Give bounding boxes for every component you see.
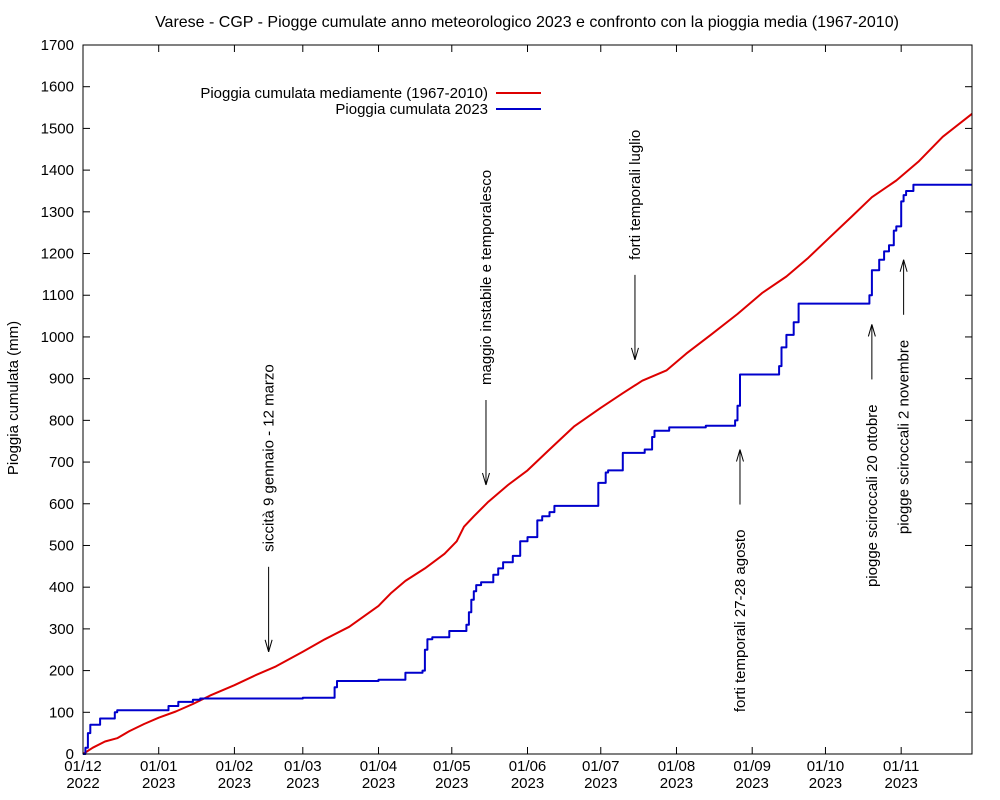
x-tick-label: 01/12: [64, 758, 102, 775]
x-tick-year-label: 2023: [142, 775, 175, 792]
x-tick-year-label: 2023: [584, 775, 617, 792]
plot-frame: [82, 44, 973, 755]
legend-label: Pioggia cumulata 2023: [335, 101, 488, 118]
axis-ticks: 0 100 200 300 400 500 600 700 800 900 1000 1100 1200…: [41, 37, 972, 792]
y-tick-label: 1600: [41, 79, 74, 96]
y-tick-label: 500: [49, 537, 74, 554]
x-tick-label: 01/11: [883, 758, 919, 775]
annotation-arrowhead: [871, 324, 876, 337]
y-tick-label: 1200: [41, 246, 74, 263]
y-tick-label: 1100: [42, 287, 74, 304]
y-tick-label: 900: [49, 371, 74, 388]
y-tick-label: 1300: [41, 204, 74, 221]
x-tick-label: 01/07: [582, 758, 620, 775]
y-tick-label: 0: [66, 746, 74, 763]
y-tick-label: 400: [49, 579, 74, 596]
x-tick-year-label: 2023: [660, 775, 693, 792]
annotations: siccità 9 gennaio - 12 marzo maggio insta…: [261, 130, 913, 712]
x-tick-year-label: 2023: [511, 775, 544, 792]
rainfall-2023-line: [83, 183, 972, 755]
annotation-label: piogge sciroccali 2 novembre: [896, 340, 913, 534]
annotation-arrowhead: [736, 449, 741, 462]
x-tick-label: 01/08: [658, 758, 696, 775]
x-tick-label: 01/10: [807, 758, 845, 775]
annotation-arrowhead: [739, 449, 744, 462]
y-tick-label: 300: [49, 621, 74, 638]
annotation-label: piogge sciroccali 20 ottobre: [864, 404, 881, 587]
x-tick-year-label: 2023: [286, 775, 319, 792]
y-tick-label: 200: [49, 663, 74, 680]
annotation-arrowhead: [634, 347, 639, 361]
annotation-label: forti temporali luglio: [627, 130, 644, 260]
y-tick-label: 1000: [41, 329, 74, 346]
series-lines: [82, 113, 973, 755]
annotation-label: maggio instabile e temporalesco: [478, 170, 495, 385]
y-axis-label: Pioggia cumulata (mm): [5, 321, 22, 475]
annotation-arrowhead: [630, 347, 636, 361]
x-tick-label: 01/01: [140, 758, 178, 775]
y-tick-label: 600: [49, 496, 74, 513]
average-rainfall-line: [82, 113, 973, 755]
annotation-arrowhead: [485, 472, 490, 486]
chart-title: Varese - CGP - Piogge cumulate anno mete…: [155, 14, 899, 31]
x-tick-label: 01/02: [216, 758, 254, 775]
x-tick-label: 01/05: [433, 758, 471, 775]
x-tick-year-label: 2023: [809, 775, 842, 792]
x-tick-year-label: 2023: [362, 775, 395, 792]
y-tick-label: 1700: [41, 37, 74, 54]
x-tick-label: 01/04: [360, 758, 398, 775]
annotation-arrowhead: [482, 472, 487, 486]
annotation-arrowhead: [903, 259, 908, 272]
annotation-arrowhead: [268, 639, 273, 652]
x-tick-year-label: 2023: [435, 775, 468, 792]
annotation-label: siccità 9 gennaio - 12 marzo: [261, 364, 278, 552]
x-tick-year-label: 2022: [66, 775, 99, 792]
y-tick-label: 700: [49, 454, 74, 471]
annotation-arrowhead: [867, 324, 873, 337]
x-tick-year-label: 2023: [218, 775, 251, 792]
x-tick-label: 01/06: [509, 758, 547, 775]
y-tick-label: 800: [49, 412, 74, 429]
y-tick-label: 1400: [41, 162, 74, 179]
annotation-arrowhead: [899, 259, 905, 272]
x-tick-year-label: 2023: [884, 775, 917, 792]
x-tick-year-label: 2023: [736, 775, 769, 792]
legend-label: Pioggia cumulata mediamente (1967-2010): [200, 85, 488, 102]
x-tick-label: 01/09: [733, 758, 771, 775]
annotation-label: forti temporali 27-28 agosto: [732, 530, 749, 713]
y-tick-label: 100: [49, 704, 74, 721]
legend: Pioggia cumulata mediamente (1967-2010)P…: [200, 85, 541, 118]
y-tick-label: 1500: [41, 120, 74, 137]
annotation-arrowhead: [264, 639, 270, 652]
x-tick-label: 01/03: [284, 758, 322, 775]
